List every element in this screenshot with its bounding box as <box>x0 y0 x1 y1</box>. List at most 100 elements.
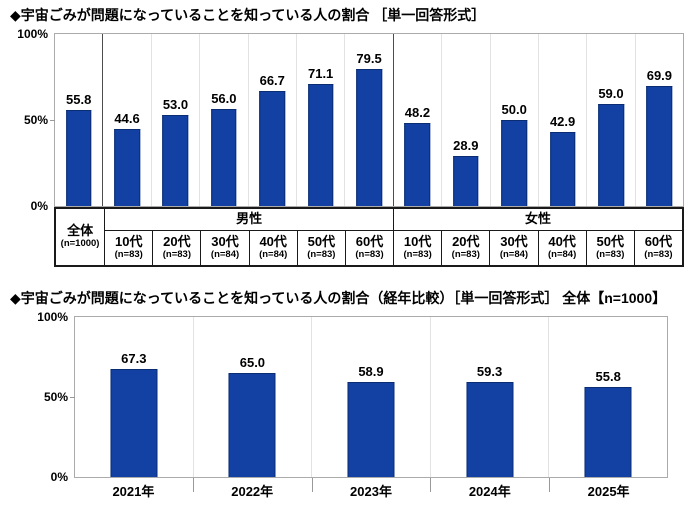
bar-value-label: 56.0 <box>211 91 237 107</box>
age-n: (n=84) <box>259 249 288 261</box>
bar-value-label: 44.6 <box>114 111 140 127</box>
table-cell-女性-60代: 60代 (n=83) <box>633 229 682 265</box>
age-n: (n=84) <box>547 249 577 261</box>
age-label: 10代 <box>403 234 432 250</box>
age-label: 10代 <box>114 234 143 250</box>
table-cell-女性-10代: 10代 (n=83) <box>393 229 442 265</box>
age-n: (n=83) <box>307 249 336 261</box>
age-n: (n=83) <box>355 249 384 261</box>
age-n: (n=83) <box>162 249 191 261</box>
x-axis-label-2021年: 2021年 <box>112 484 155 500</box>
bar <box>110 368 158 477</box>
table-cell-女性-50代: 50代 (n=83) <box>585 229 634 265</box>
bar <box>347 382 395 477</box>
bar-value-label: 42.9 <box>549 114 576 130</box>
bar-value-label: 65.0 <box>239 354 266 370</box>
table-cell-男性-10代: 10代 (n=83) <box>104 229 153 265</box>
demographic-y-axis: 100% 50% 0% <box>10 27 54 213</box>
bar <box>356 69 382 206</box>
table-cell-女性-20代: 20代 (n=83) <box>441 229 490 265</box>
y-axis-50-tick <box>70 396 75 398</box>
age-n: (n=83) <box>451 249 480 261</box>
y-tick-100: 100% <box>37 309 68 324</box>
age-n: (n=83) <box>596 249 625 261</box>
bar <box>404 122 431 206</box>
y-axis-50-tick <box>50 119 55 121</box>
age-label: 60代 <box>355 234 384 250</box>
table-cell-女性-30代: 30代 (n=84) <box>489 229 538 265</box>
bar <box>211 109 237 206</box>
female-header-label: 女性 <box>525 211 552 227</box>
bar-value-label: 48.2 <box>404 104 431 120</box>
age-label: 50代 <box>307 234 336 250</box>
bar <box>501 119 527 206</box>
chart-column-2025年: 55.8 <box>549 317 667 477</box>
bar-value-label: 59.3 <box>476 363 503 379</box>
bar <box>584 387 632 477</box>
bar-value-label: 58.9 <box>358 364 384 380</box>
chart-column-全体-全体: 55.8 <box>55 33 104 206</box>
age-label: 40代 <box>548 234 576 250</box>
age-label: 30代 <box>211 234 239 250</box>
x-axis-label-2024年: 2024年 <box>430 477 549 504</box>
chart-column-男性-40代: 66.7 <box>249 33 297 206</box>
x-axis-label-2025年: 2025年 <box>549 477 668 504</box>
age-n: (n=83) <box>644 249 673 261</box>
male-header-label: 男性 <box>236 211 263 227</box>
bar-value-label: 66.7 <box>259 73 285 89</box>
chart-column-女性-20代: 28.9 <box>442 33 491 206</box>
table-cell-男性-40代: 40代 (n=84) <box>248 229 297 265</box>
demographic-plot-area: 55.8 44.6 53.0 56.0 66.7 71.1 79.5 48.2 28.9 50.0… <box>50 32 684 207</box>
bar-value-label: 28.9 <box>453 138 479 154</box>
bar-value-label: 55.8 <box>66 91 92 107</box>
chart-column-女性-30代: 50.0 <box>491 33 539 206</box>
demographic-chart: 100% 50% 0% 55.8 44.6 53.0 56.0 66.7 71.1 79.5… <box>10 27 690 213</box>
table-cell-男性-20代: 20代 (n=83) <box>152 229 201 265</box>
y-tick-50: 50% <box>23 112 48 127</box>
table-header-male: 男性 <box>104 208 393 230</box>
bar <box>598 104 624 206</box>
bar <box>228 372 276 477</box>
chart-column-男性-50代: 71.1 <box>297 33 346 206</box>
table-header-female: 女性 <box>393 208 682 230</box>
chart-column-2024年: 59.3 <box>431 316 550 477</box>
chart-column-男性-60代: 79.5 <box>345 33 394 206</box>
age-label: 60代 <box>644 234 673 250</box>
table-cell-男性-50代: 50代 (n=83) <box>296 229 345 265</box>
table-cell-男性-60代: 60代 (n=83) <box>344 229 394 265</box>
bar <box>114 129 140 206</box>
y-tick-0: 0% <box>30 198 48 213</box>
chart-column-男性-30代: 56.0 <box>200 33 249 206</box>
chart-column-女性-50代: 59.0 <box>587 33 636 206</box>
bar-value-label: 71.1 <box>307 65 334 81</box>
yearly-chart-section: ◆宇宙ごみが問題になっていることを知っている人の割合（経年比較）［単一回答形式］… <box>10 290 690 504</box>
yearly-chart: 100% 50% 0% 67.3 65.0 58.9 59.3 55.8 <box>10 310 690 484</box>
age-n: (n=84) <box>210 249 240 261</box>
yearly-x-axis-labels: 2021年 2022年 2023年 2024年 2025年 <box>74 477 668 504</box>
chart-column-2023年: 58.9 <box>312 316 431 477</box>
bar-value-label: 55.8 <box>595 369 621 385</box>
y-tick-50: 50% <box>43 389 68 404</box>
bar-value-label: 59.0 <box>598 86 624 102</box>
bar <box>453 156 479 206</box>
table-cell-男性-30代: 30代 (n=84) <box>200 229 249 265</box>
total-n: (n=1000) <box>60 238 100 250</box>
demographic-chart-title: ◆宇宙ごみが問題になっていることを知っている人の割合 ［単一回答形式］ <box>10 7 486 23</box>
chart-column-男性-10代: 44.6 <box>103 33 152 206</box>
bar <box>646 85 673 206</box>
y-tick-100: 100% <box>17 26 48 41</box>
demographic-chart-section: ◆宇宙ごみが問題になっていることを知っている人の割合 ［単一回答形式］ 100%… <box>10 7 690 267</box>
bar <box>549 132 576 206</box>
age-label: 20代 <box>452 234 480 250</box>
chart-column-女性-60代: 69.9 <box>636 34 683 206</box>
yearly-chart-title: ◆宇宙ごみが問題になっていることを知っている人の割合（経年比較）［単一回答形式］… <box>10 289 667 306</box>
x-axis-label-2023年: 2023年 <box>311 477 431 504</box>
y-tick-0: 0% <box>50 469 68 484</box>
bar-value-label: 67.3 <box>121 350 147 366</box>
total-label: 全体 <box>67 223 94 239</box>
bar-value-label: 53.0 <box>162 96 189 112</box>
table-cell-total: 全体 (n=1000) <box>56 209 104 265</box>
table-cell-女性-40代: 40代 (n=84) <box>537 229 586 265</box>
chart-column-男性-20代: 53.0 <box>152 33 201 206</box>
